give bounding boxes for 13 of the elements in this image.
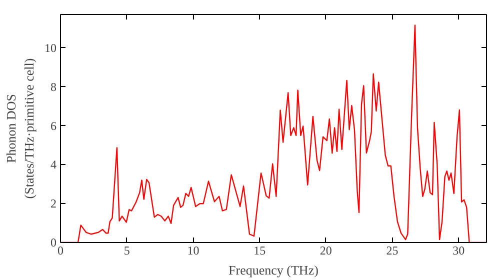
x-tick-label: 15 <box>254 244 266 258</box>
y-tick-label: 4 <box>50 158 56 172</box>
y-tick-label: 6 <box>50 118 56 133</box>
x-tick-label: 20 <box>320 244 332 258</box>
y-axis-title: Phonon DOS (States/THz·primitive cell) <box>4 58 36 199</box>
x-tick-label: 5 <box>124 244 130 258</box>
y-tick-label: 2 <box>50 196 56 211</box>
x-tick-label: 30 <box>452 244 465 258</box>
x-tick-label: 10 <box>187 244 200 258</box>
x-tick-label: 25 <box>386 244 398 258</box>
y-tick-label: 8 <box>50 80 56 94</box>
x-axis-title: Frequency (THz) <box>228 262 318 278</box>
y-tick-label: 10 <box>44 40 56 55</box>
